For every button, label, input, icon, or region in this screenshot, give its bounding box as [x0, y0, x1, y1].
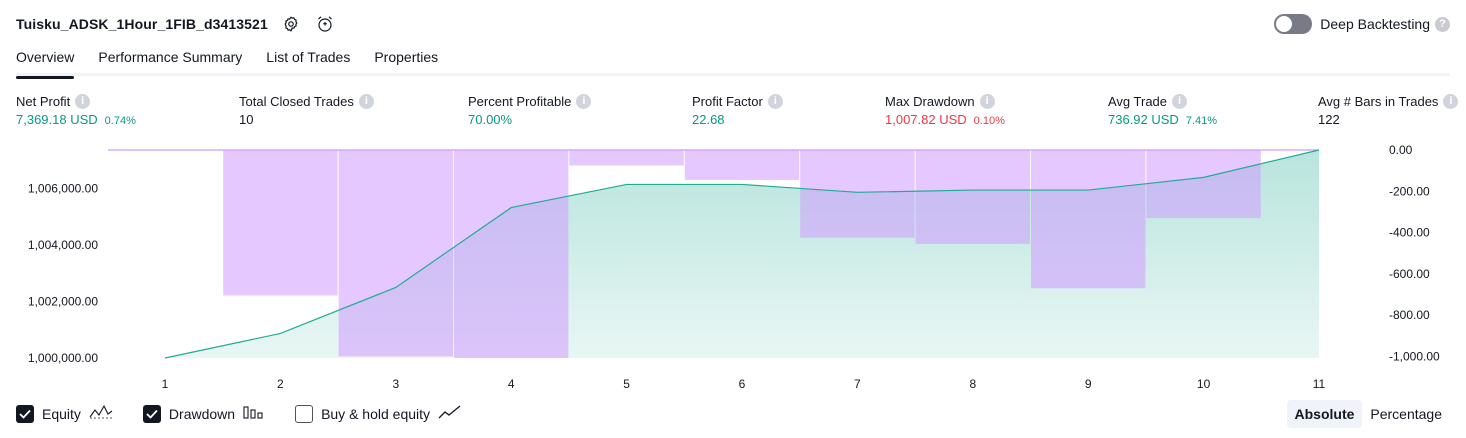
tab-overview[interactable]: Overview [16, 44, 74, 76]
report-header: Tuisku_ADSK_1Hour_1FIB_d3413521 [16, 12, 336, 36]
metric-max-drawdown: Max Drawdown i 1,007.82 USD 0.10% [885, 93, 1005, 128]
info-icon[interactable]: i [576, 94, 591, 109]
drawdown-bar-7 [800, 150, 914, 238]
equity-line-icon [89, 404, 113, 425]
info-icon[interactable]: i [1443, 94, 1458, 109]
tab-properties[interactable]: Properties [374, 44, 438, 76]
deep-backtesting-toggle[interactable] [1274, 14, 1312, 34]
avg-bars-label: Avg # Bars in Trades [1318, 94, 1438, 109]
percentage-button[interactable]: Percentage [1362, 400, 1450, 428]
buy-hold-legend-label: Buy & hold equity [321, 406, 430, 422]
metric-total-closed-trades: Total Closed Trades i 10 [239, 93, 374, 128]
legend-equity[interactable]: Equity [16, 404, 113, 425]
net-profit-label: Net Profit [16, 94, 70, 109]
buy-hold-checkbox[interactable] [295, 405, 313, 423]
max-drawdown-value: 1,007.82 USD [885, 112, 967, 127]
buy-hold-line-icon [438, 404, 462, 425]
profit-factor-label: Profit Factor [692, 94, 763, 109]
equity-drawdown-chart[interactable]: 1,000,000.00 1,002,000.00 1,004,000.00 1,00… [0, 140, 1466, 398]
percent-profitable-value: 70.00% [468, 112, 512, 127]
x-axis-tick-label: 11 [1313, 377, 1326, 391]
drawdown-checkbox[interactable] [143, 405, 161, 423]
metric-avg-trade: Avg Trade i 736.92 USD 7.41% [1108, 93, 1217, 128]
right-axis-tick-label: -200.00 [1389, 184, 1430, 198]
metric-percent-profitable: Percent Profitable i 70.00% [468, 93, 591, 128]
equity-checkbox[interactable] [16, 405, 34, 423]
info-icon[interactable]: i [359, 94, 374, 109]
x-axis-tick-label: 10 [1197, 377, 1211, 391]
metric-profit-factor: Profit Factor i 22.68 [692, 93, 783, 128]
deep-backtesting: Deep Backtesting ? [1274, 12, 1450, 36]
drawdown-legend-label: Drawdown [169, 406, 235, 422]
tab-list-of-trades[interactable]: List of Trades [266, 44, 350, 76]
metric-net-profit: Net Profit i 7,369.18 USD 0.74% [16, 93, 136, 128]
info-icon[interactable]: i [768, 94, 783, 109]
x-axis-tick-label: 3 [392, 377, 399, 391]
left-axis-tick-label: 1,004,000.00 [28, 238, 98, 252]
right-axis-tick-label: -400.00 [1389, 226, 1430, 240]
left-axis-tick-label: 1,002,000.00 [28, 295, 98, 309]
percent-profitable-label: Percent Profitable [468, 94, 571, 109]
avg-bars-value: 122 [1318, 112, 1340, 127]
right-axis-tick-label: 0.00 [1389, 143, 1413, 157]
tab-performance-summary[interactable]: Performance Summary [98, 44, 242, 76]
drawdown-bar-6 [685, 150, 799, 180]
absolute-button[interactable]: Absolute [1287, 400, 1363, 428]
right-axis-tick-label: -600.00 [1389, 267, 1430, 281]
settings-icon[interactable] [280, 13, 302, 35]
x-axis-tick-label: 9 [1085, 377, 1092, 391]
chart-legend: Equity Drawdown Buy & hold equity [16, 403, 492, 425]
avg-trade-value: 736.92 USD [1108, 112, 1179, 127]
legend-drawdown[interactable]: Drawdown [143, 404, 265, 425]
help-icon[interactable]: ? [1435, 17, 1450, 32]
drawdown-bar-3 [339, 150, 453, 356]
equity-legend-label: Equity [42, 406, 81, 422]
right-axis-tick-label: -800.00 [1389, 308, 1430, 322]
x-axis-tick-label: 5 [623, 377, 630, 391]
max-drawdown-label: Max Drawdown [885, 94, 975, 109]
drawdown-bar-10 [1146, 150, 1260, 218]
equity-area [165, 150, 1319, 358]
drawdown-bar-2 [223, 150, 337, 296]
report-tabs: Overview Performance Summary List of Tra… [16, 44, 1450, 76]
info-icon[interactable]: i [1172, 94, 1187, 109]
legend-buy-hold-equity[interactable]: Buy & hold equity [295, 404, 462, 425]
max-drawdown-percent: 0.10% [974, 115, 1005, 127]
right-axis-tick-label: -1,000.00 [1389, 349, 1440, 363]
strategy-title: Tuisku_ADSK_1Hour_1FIB_d3413521 [16, 16, 268, 32]
x-axis-tick-label: 1 [162, 377, 169, 391]
drawdown-bar-8 [916, 150, 1030, 244]
toggle-knob [1276, 16, 1292, 32]
drawdown-bar-9 [1031, 150, 1145, 288]
drawdown-bar-5 [569, 150, 683, 165]
value-mode-toggle: Absolute Percentage [1287, 400, 1451, 428]
left-axis-tick-label: 1,000,000.00 [28, 351, 98, 365]
left-axis-tick-label: 1,006,000.00 [28, 182, 98, 196]
total-closed-trades-label: Total Closed Trades [239, 94, 354, 109]
total-closed-trades-value: 10 [239, 112, 253, 127]
net-profit-value: 7,369.18 USD [16, 112, 98, 127]
deep-backtesting-label: Deep Backtesting [1320, 16, 1430, 32]
x-axis-tick-label: 4 [508, 377, 515, 391]
x-axis-tick-label: 8 [969, 377, 976, 391]
avg-trade-label: Avg Trade [1108, 94, 1167, 109]
x-axis-tick-label: 6 [739, 377, 746, 391]
info-icon[interactable]: i [980, 94, 995, 109]
drawdown-bar-4 [454, 150, 568, 358]
net-profit-percent: 0.74% [105, 115, 136, 127]
add-alert-icon[interactable] [314, 13, 336, 35]
info-icon[interactable]: i [75, 94, 90, 109]
profit-factor-value: 22.68 [692, 112, 725, 127]
x-axis-tick-label: 2 [277, 377, 284, 391]
drawdown-bars-icon [243, 404, 265, 425]
avg-trade-percent: 7.41% [1186, 115, 1217, 127]
metric-avg-bars: Avg # Bars in Trades i 122 [1318, 93, 1458, 128]
x-axis-tick-label: 7 [854, 377, 861, 391]
